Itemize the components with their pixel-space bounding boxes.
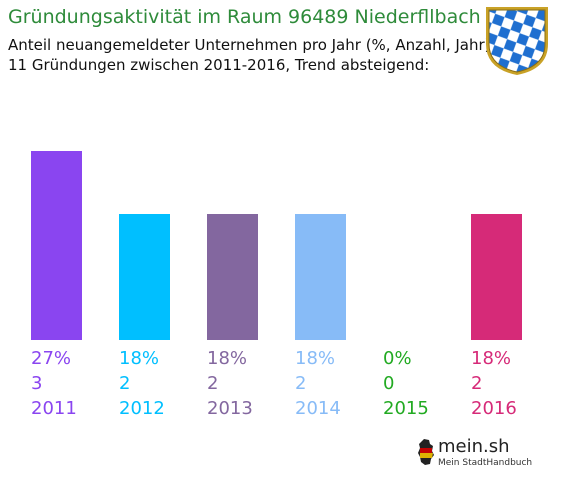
year-label-2016: 2016 [471,398,517,419]
percent-label-2015: 0% [383,348,412,369]
percent-label-2016: 18% [471,348,512,369]
year-label-2012: 2012 [119,398,165,419]
year-label-2015: 2015 [383,398,429,419]
count-label-2012: 2 [119,373,131,394]
bar-2011 [31,151,82,340]
count-label-2013: 2 [207,373,219,394]
year-label-2011: 2011 [31,398,77,419]
bar-2014 [295,214,346,340]
bar-2012 [119,214,170,340]
count-label-2011: 3 [31,373,43,394]
year-label-2013: 2013 [207,398,253,419]
count-label-2014: 2 [295,373,307,394]
bavarian-crest-icon [486,7,548,75]
count-label-2016: 2 [471,373,483,394]
percent-label-2014: 18% [295,348,336,369]
percent-label-2013: 18% [207,348,248,369]
count-label-2015: 0 [383,373,395,394]
germany-map-icon [418,439,434,465]
page-title: Gründungsaktivität im Raum 96489 Niederf… [8,6,481,28]
percent-label-2011: 27% [31,348,72,369]
year-label-2014: 2014 [295,398,341,419]
bar-2016 [471,214,522,340]
brand-name: mein.sh [438,436,510,457]
brand-logo[interactable]: mein.sh Mein StadtHandbuch [416,436,532,476]
chart-subtitle-line2: 11 Gründungen zwischen 2011-2016, Trend … [8,56,430,74]
chart-subtitle-line1: Anteil neuangemeldeter Unternehmen pro J… [8,36,491,54]
percent-label-2012: 18% [119,348,160,369]
brand-tagline: Mein StadtHandbuch [438,458,533,468]
bar-2013 [207,214,258,340]
